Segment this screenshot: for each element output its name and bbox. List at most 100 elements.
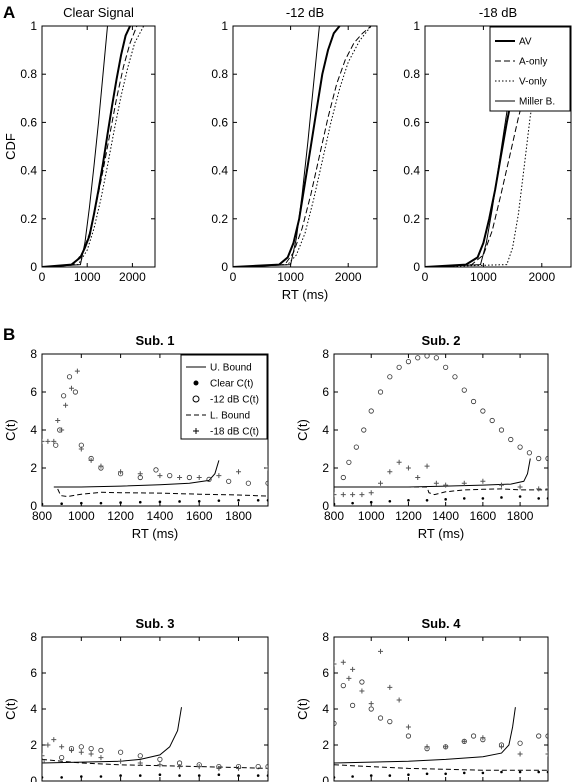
point-18db: [74, 368, 80, 374]
point-18db: [424, 744, 430, 750]
point-12db: [157, 756, 163, 763]
point-clear: [500, 496, 503, 499]
point-clear: [444, 772, 447, 776]
point-clear: [334, 776, 336, 779]
point-12db: [424, 354, 430, 359]
point-clear: [425, 772, 429, 776]
point-clear: [407, 773, 410, 776]
point-18db: [498, 744, 504, 750]
point-12db: [346, 459, 352, 465]
chart-title: Sub. 2: [421, 333, 460, 348]
y-tick-label: 0: [322, 774, 329, 782]
y-axis-label: CDF: [3, 133, 18, 160]
y-tick-label: 6: [322, 385, 329, 399]
point-clear: [537, 770, 540, 774]
series-line-v_only: [425, 26, 560, 267]
x-tick-label: 2000: [119, 270, 146, 284]
point-12db: [72, 389, 79, 395]
point-12db: [153, 467, 159, 473]
point-12db: [536, 733, 542, 739]
point-18db: [88, 457, 94, 463]
legend: AV A-only V-only Miller B.: [489, 26, 571, 112]
point-18db: [236, 469, 242, 475]
point-12db: [526, 450, 532, 456]
point-12db: [350, 702, 356, 709]
series-line-v_only: [42, 26, 145, 267]
point-12db: [206, 476, 212, 482]
point-12db: [387, 718, 393, 725]
series-line-v_only: [233, 26, 372, 267]
point-12db: [377, 715, 384, 721]
point-clear: [462, 497, 466, 500]
point-clear: [266, 499, 268, 502]
point-12db: [78, 744, 84, 750]
point-18db: [157, 473, 163, 479]
y-tick-label: 0.4: [211, 164, 228, 178]
y-tick-label: 1: [221, 19, 228, 33]
point-clear: [119, 774, 122, 777]
point-18db: [424, 463, 430, 469]
point-18db: [137, 760, 143, 766]
point-12db: [536, 455, 542, 462]
point-18db: [45, 742, 51, 748]
point-clear: [138, 500, 142, 504]
point-18db: [45, 438, 51, 444]
point-18db: [396, 459, 402, 465]
point-clear: [388, 499, 392, 503]
point-clear: [518, 495, 522, 498]
series-line-ubound: [334, 707, 516, 764]
point-clear: [462, 771, 466, 775]
y-tick-label: 4: [30, 702, 37, 716]
point-18db: [78, 446, 84, 452]
point-12db: [433, 355, 439, 361]
x-tick-label: 1600: [470, 509, 497, 523]
series-line-av: [42, 26, 132, 267]
point-18db: [216, 765, 222, 771]
point-18db: [98, 463, 104, 469]
y-tick-label: 6: [322, 666, 329, 680]
point-clear: [369, 774, 373, 777]
x-axis-label: RT (ms): [282, 287, 328, 302]
point-clear: [546, 497, 548, 500]
chart-title: Clear Signal: [63, 5, 134, 20]
point-clear: [197, 499, 201, 503]
panel-a-letter: A: [3, 3, 15, 22]
legend-swatch-18db: [193, 428, 199, 434]
point-18db: [461, 738, 467, 744]
plot-frame: [41, 25, 156, 268]
point-12db: [396, 364, 402, 370]
point-12db: [167, 472, 173, 479]
point-12db: [405, 733, 412, 739]
plot-frame: [232, 25, 378, 268]
point-clear: [178, 500, 181, 503]
point-12db: [340, 682, 346, 689]
point-clear: [237, 774, 240, 777]
x-tick-label: 0: [39, 270, 46, 284]
point-18db: [157, 762, 163, 768]
point-12db: [137, 753, 143, 759]
point-12db: [334, 720, 337, 726]
point-18db: [334, 492, 337, 498]
point-18db: [346, 675, 352, 681]
point-18db: [68, 747, 74, 753]
point-18db: [368, 701, 374, 707]
point-18db: [517, 751, 523, 757]
x-tick-label: 1600: [186, 509, 213, 523]
point-18db: [387, 469, 393, 475]
point-12db: [118, 749, 124, 755]
point-12db: [340, 474, 346, 481]
legend-label: -18 dB C(t): [210, 427, 259, 438]
x-tick-label: 800: [324, 509, 344, 523]
point-18db: [68, 385, 74, 391]
point-18db: [350, 666, 356, 672]
x-tick-label: 2000: [528, 270, 555, 284]
legend-swatch-clear: [193, 380, 199, 386]
point-clear: [217, 773, 221, 776]
series-line-a_only: [42, 26, 138, 267]
point-12db: [461, 387, 467, 393]
chart-5: 800 1000 1200 1400 1600 1800 0 2 4 6 8 Sub. 2 RT (ms…: [295, 333, 549, 541]
point-clear: [80, 501, 83, 505]
chart-title: Sub. 1: [135, 333, 174, 348]
point-clear: [60, 502, 63, 506]
